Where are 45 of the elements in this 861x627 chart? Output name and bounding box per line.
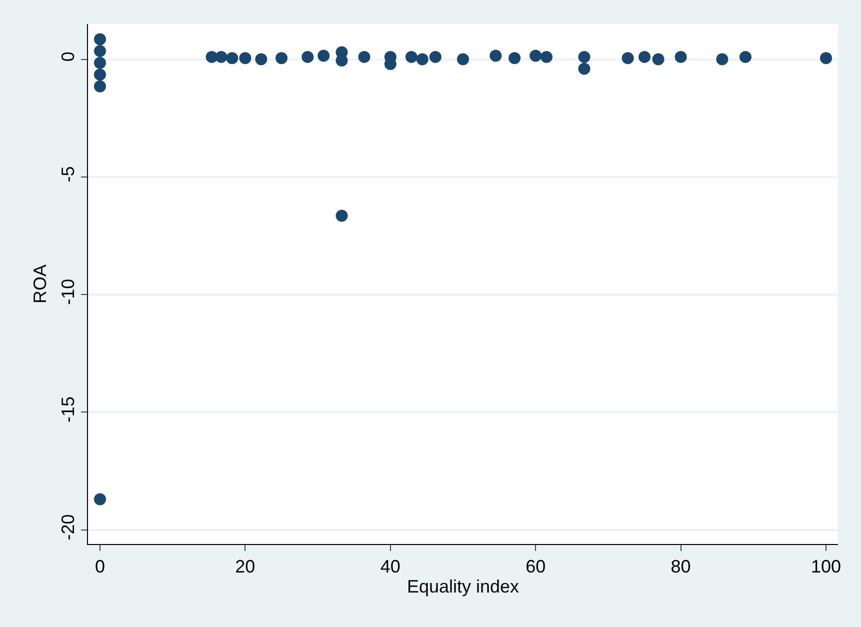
x-tick-label: 20 (235, 556, 256, 577)
point (508, 52, 521, 64)
point (215, 50, 228, 63)
point (457, 53, 469, 66)
y-tick-label: -5 (58, 166, 78, 182)
x-axis-title: Equality index (406, 576, 520, 597)
point (490, 50, 502, 62)
point (429, 50, 442, 63)
point (739, 50, 752, 63)
point (578, 50, 590, 63)
point (674, 50, 687, 63)
point (530, 50, 542, 62)
point (94, 493, 106, 506)
point (578, 62, 590, 75)
point (94, 80, 106, 92)
point (622, 52, 634, 64)
point (318, 50, 330, 62)
x-tick-label: 0 (94, 556, 105, 577)
point (820, 52, 832, 64)
point (255, 53, 268, 66)
point (94, 68, 106, 81)
point (638, 50, 651, 63)
y-tick-label: -10 (58, 278, 78, 305)
point (540, 50, 552, 63)
point (716, 53, 728, 66)
point (226, 52, 238, 64)
point (302, 50, 314, 63)
point (94, 45, 106, 58)
y-axis-title: ROA (30, 264, 50, 304)
point (652, 53, 664, 66)
point (94, 56, 106, 69)
point (239, 52, 252, 64)
x-tick-label: 80 (670, 556, 691, 577)
point (336, 210, 348, 222)
point (94, 33, 106, 46)
y-tick-label: -15 (58, 396, 78, 423)
x-tick-label: 40 (380, 556, 400, 577)
x-tick-label: 100 (810, 556, 842, 577)
x-tick-label: 60 (526, 556, 546, 577)
point (275, 52, 288, 64)
point (405, 50, 418, 63)
point (358, 50, 370, 63)
point (416, 53, 428, 66)
y-tick-label: 0 (58, 52, 78, 62)
y-tick-label: -20 (58, 514, 78, 540)
